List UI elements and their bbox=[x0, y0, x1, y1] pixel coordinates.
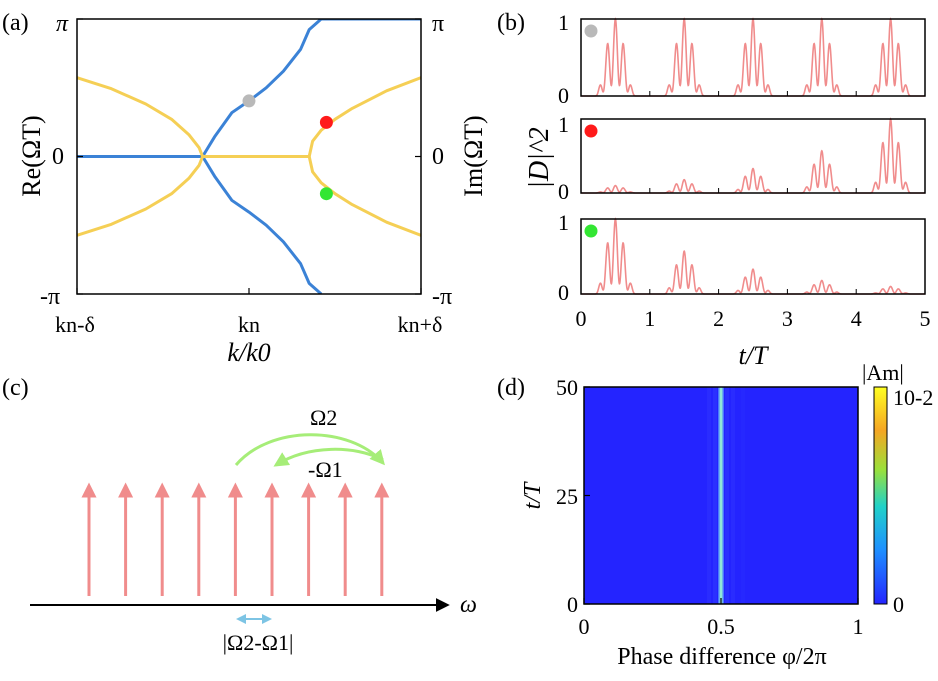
heatmap-faint-stripe-0 bbox=[707, 387, 711, 604]
b2-marker bbox=[584, 124, 598, 138]
a-ytick-left-mid: 0 bbox=[52, 144, 64, 170]
d-ytick-0: 0 bbox=[567, 592, 578, 617]
b2-ytick-1: 1 bbox=[558, 112, 569, 137]
neg-omega1-label: -Ω1 bbox=[308, 457, 343, 482]
colorbar-min-label: 0 bbox=[893, 592, 904, 617]
b-xtick-label-2: 2 bbox=[713, 306, 724, 331]
a-xtick-mid: kn bbox=[238, 312, 260, 337]
colorbar-max-label: 10-2 bbox=[893, 385, 933, 410]
panel-label-b: (b) bbox=[497, 10, 525, 36]
panel-d-heatmap: 50 25 0 0 0.5 1 Phase difference φ/2π t/… bbox=[520, 360, 933, 670]
a-series-blue-0 bbox=[77, 19, 421, 158]
a-ylabel-right: Im(ΩT) bbox=[459, 115, 488, 196]
b-ylabel: |D|^2 bbox=[524, 127, 555, 188]
colorbar bbox=[873, 386, 888, 605]
panel-a-curves bbox=[77, 19, 421, 294]
heatmap-faint-stripe-2 bbox=[725, 387, 729, 604]
a-series-yellow-5 bbox=[307, 76, 421, 157]
b3-ytick-0: 0 bbox=[558, 280, 569, 305]
panel-b-subplot-3 bbox=[580, 217, 926, 295]
heatmap-peak-line bbox=[719, 387, 723, 604]
d-ytick-25: 25 bbox=[556, 484, 578, 509]
b1-frame bbox=[580, 18, 926, 97]
heatmap-stripes bbox=[707, 387, 745, 604]
a-series-blue-1 bbox=[201, 155, 323, 294]
a-ylabel-left: Re(ΩT) bbox=[17, 115, 46, 196]
d-xlabel: Phase difference φ/2π bbox=[617, 644, 826, 670]
b-xtick-label-3: 3 bbox=[782, 306, 793, 331]
a-ytick-right-mid: 0 bbox=[432, 144, 444, 170]
b1-marker bbox=[584, 24, 598, 38]
a-series-yellow-3 bbox=[77, 155, 204, 237]
a-series-yellow-6 bbox=[307, 156, 421, 237]
a-series-yellow-2 bbox=[77, 76, 204, 158]
d-ylabel: t/T bbox=[520, 481, 546, 509]
a-point-red bbox=[319, 115, 333, 129]
a-xtick-left: kn-δ bbox=[55, 312, 95, 337]
d-xtick-05: 0.5 bbox=[707, 614, 735, 639]
panel-c-diagram: ω Ω2 -Ω1 |Ω2-Ω1| bbox=[30, 405, 477, 655]
panel-b-plot: 0 1 2 3 4 5 1 0 1 0 1 0 t/T |D|^2 bbox=[524, 10, 931, 370]
frequency-comb-arrows bbox=[81, 482, 390, 596]
panel-label-d: (d) bbox=[497, 375, 525, 401]
panel-label-a: (a) bbox=[2, 10, 29, 36]
heatmap-faint-stripe-4 bbox=[741, 387, 745, 604]
a-xlabel: k/k0 bbox=[227, 338, 270, 367]
a-point-green bbox=[319, 187, 333, 201]
b3-ytick-1: 1 bbox=[558, 210, 569, 235]
spacing-label: |Ω2-Ω1| bbox=[223, 630, 294, 655]
a-point-gray bbox=[242, 94, 256, 108]
omega2-label: Ω2 bbox=[310, 405, 337, 430]
panel-a-ticks bbox=[76, 18, 422, 295]
d-xtick-1: 1 bbox=[853, 614, 864, 639]
b2-ytick-0: 0 bbox=[558, 179, 569, 204]
b3-marker bbox=[584, 224, 598, 238]
heatmap-faint-stripe-3 bbox=[731, 387, 735, 604]
b-xtick-label-4: 4 bbox=[851, 306, 862, 331]
d-xtick-0: 0 bbox=[579, 614, 590, 639]
a-ytick-left-top: π bbox=[56, 11, 69, 37]
b1-ytick-0: 0 bbox=[558, 83, 569, 108]
b1-ytick-1: 1 bbox=[558, 10, 569, 35]
b-xtick-label-5: 5 bbox=[920, 306, 931, 331]
panel-a-plot: π 0 -π π 0 -π kn-δ kn kn+δ k/k0 Re(ΩT) I… bbox=[17, 11, 488, 367]
neg-omega1-transition-arrow bbox=[273, 447, 384, 467]
b3-signal bbox=[581, 217, 925, 295]
panel-b-subplot-2 bbox=[580, 117, 926, 194]
b-xlabel: t/T bbox=[739, 341, 769, 370]
a-ytick-left-bottom: -π bbox=[40, 284, 60, 310]
b-xtick-label-0: 0 bbox=[576, 306, 587, 331]
a-ytick-right-top: π bbox=[432, 11, 444, 37]
b2-signal bbox=[581, 117, 925, 194]
b-xtick-label-1: 1 bbox=[644, 306, 655, 331]
panel-label-c: (c) bbox=[2, 375, 29, 401]
heatmap-faint-stripe-1 bbox=[713, 387, 717, 604]
colorbar-label: |Am| bbox=[862, 360, 904, 385]
d-ytick-50: 50 bbox=[556, 375, 578, 400]
panel-a-points bbox=[242, 94, 333, 201]
a-xtick-right: kn+δ bbox=[398, 312, 443, 337]
b3-frame bbox=[580, 218, 926, 295]
panel-b-subplot-1 bbox=[580, 17, 926, 97]
b2-frame bbox=[580, 118, 926, 194]
omega2-transition-arrow bbox=[234, 433, 385, 466]
a-ytick-right-bottom: -π bbox=[432, 284, 452, 310]
omega-axis-label: ω bbox=[460, 592, 477, 618]
panel-b-xticks: 0 1 2 3 4 5 bbox=[576, 306, 931, 331]
heatmap-ticks bbox=[583, 386, 859, 605]
b1-signal bbox=[581, 17, 925, 97]
